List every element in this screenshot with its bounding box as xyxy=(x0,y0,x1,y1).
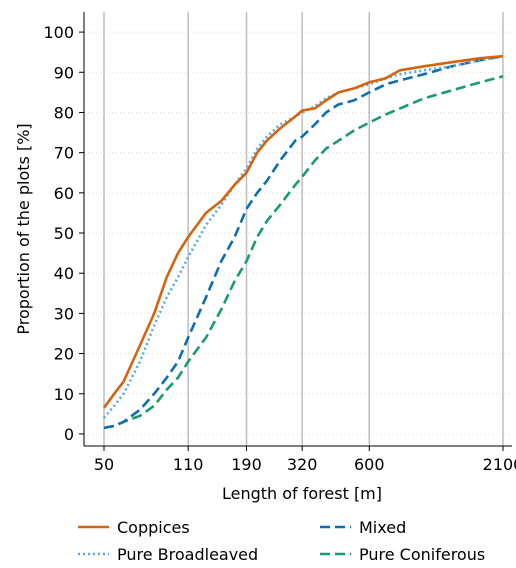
series-line-pure-broadleaved xyxy=(103,54,504,419)
legend-label: Pure Broadleaved xyxy=(117,545,258,564)
x-tick-label: 110 xyxy=(173,455,204,474)
y-tick-label: 70 xyxy=(54,144,74,163)
x-tick-label: 600 xyxy=(354,455,385,474)
y-tick-label: 30 xyxy=(54,304,74,323)
grid xyxy=(84,12,512,446)
x-tick-label: 2100 xyxy=(483,455,516,474)
y-tick-label: 10 xyxy=(54,385,74,404)
y-tick-label: 20 xyxy=(54,345,74,364)
legend-label: Mixed xyxy=(359,518,406,537)
tick-labels: 0 10 20 30 40 50 60 70 80 90 100 50 110 190 320 600 2100 xyxy=(43,23,516,474)
x-axis-label: Length of forest [m] xyxy=(222,484,382,503)
y-tick-label: 100 xyxy=(43,23,74,42)
y-tick-label: 80 xyxy=(54,103,74,122)
legend: Coppices Pure Broadleaved Mixed Pure Conife… xyxy=(78,518,485,564)
x-tick-label: 320 xyxy=(287,455,318,474)
series-line-mixed xyxy=(103,54,504,430)
series-line-pure-coniferous xyxy=(103,75,504,430)
legend-label: Coppices xyxy=(117,518,190,537)
axes xyxy=(83,12,512,447)
legend-label: Pure Coniferous xyxy=(359,545,485,564)
y-tick-label: 40 xyxy=(54,264,74,283)
y-tick-label: 50 xyxy=(54,224,74,243)
x-tick-label: 50 xyxy=(94,455,114,474)
y-tick-label: 0 xyxy=(64,425,74,444)
x-tick-label: 190 xyxy=(231,455,262,474)
y-tick-label: 90 xyxy=(54,63,74,82)
series-lines xyxy=(102,54,504,430)
y-axis-label: Proportion of the plots [%] xyxy=(14,123,33,334)
series-line-coppices xyxy=(102,54,504,409)
y-tick-label: 60 xyxy=(54,184,74,203)
